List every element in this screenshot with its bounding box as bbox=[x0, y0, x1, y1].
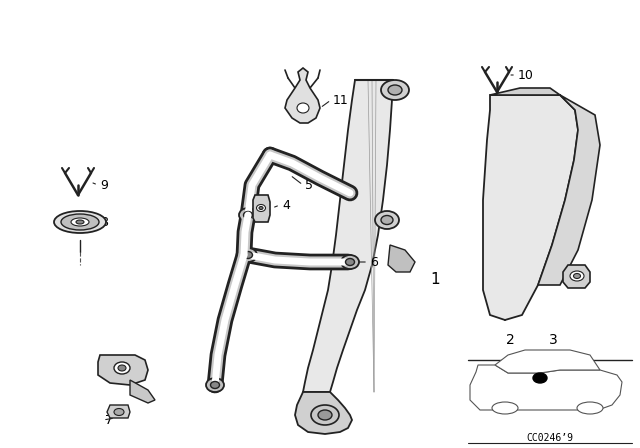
Polygon shape bbox=[483, 95, 578, 320]
Polygon shape bbox=[538, 95, 600, 285]
Polygon shape bbox=[285, 68, 320, 123]
Ellipse shape bbox=[573, 273, 580, 279]
Text: 10: 10 bbox=[518, 69, 534, 82]
Ellipse shape bbox=[71, 218, 89, 226]
Polygon shape bbox=[98, 355, 148, 385]
Ellipse shape bbox=[346, 258, 355, 266]
Ellipse shape bbox=[381, 215, 393, 224]
Ellipse shape bbox=[577, 402, 603, 414]
Ellipse shape bbox=[239, 208, 257, 222]
Text: 7: 7 bbox=[105, 414, 113, 426]
Polygon shape bbox=[495, 350, 600, 373]
Ellipse shape bbox=[61, 214, 99, 230]
Ellipse shape bbox=[76, 220, 84, 224]
Polygon shape bbox=[470, 365, 622, 410]
Ellipse shape bbox=[54, 211, 106, 233]
Polygon shape bbox=[130, 380, 155, 403]
Text: CC0246’9: CC0246’9 bbox=[527, 433, 573, 443]
Ellipse shape bbox=[492, 402, 518, 414]
Polygon shape bbox=[388, 245, 415, 272]
Ellipse shape bbox=[341, 255, 359, 269]
Ellipse shape bbox=[259, 207, 263, 210]
Polygon shape bbox=[490, 88, 560, 95]
Polygon shape bbox=[107, 405, 130, 418]
Ellipse shape bbox=[381, 80, 409, 100]
Polygon shape bbox=[563, 265, 590, 288]
Ellipse shape bbox=[375, 211, 399, 229]
Ellipse shape bbox=[211, 382, 220, 388]
Polygon shape bbox=[253, 195, 270, 222]
Ellipse shape bbox=[243, 211, 253, 219]
Ellipse shape bbox=[118, 365, 126, 371]
Polygon shape bbox=[295, 392, 352, 434]
Ellipse shape bbox=[570, 271, 584, 281]
Text: 11: 11 bbox=[333, 94, 349, 107]
Ellipse shape bbox=[257, 204, 266, 211]
Ellipse shape bbox=[388, 85, 402, 95]
Ellipse shape bbox=[318, 410, 332, 420]
Ellipse shape bbox=[297, 103, 309, 113]
Text: 6: 6 bbox=[370, 255, 378, 268]
Text: 2: 2 bbox=[506, 333, 515, 347]
Text: 8: 8 bbox=[100, 215, 108, 228]
Text: 9: 9 bbox=[100, 178, 108, 191]
Ellipse shape bbox=[311, 405, 339, 425]
Text: 4: 4 bbox=[282, 198, 290, 211]
Ellipse shape bbox=[239, 248, 257, 262]
Ellipse shape bbox=[243, 251, 253, 258]
Ellipse shape bbox=[114, 409, 124, 415]
Ellipse shape bbox=[206, 378, 224, 392]
Ellipse shape bbox=[114, 362, 130, 374]
Ellipse shape bbox=[533, 373, 547, 383]
Text: 5: 5 bbox=[305, 178, 313, 191]
Text: 1: 1 bbox=[430, 272, 440, 288]
Text: 3: 3 bbox=[548, 333, 557, 347]
Polygon shape bbox=[303, 80, 393, 392]
